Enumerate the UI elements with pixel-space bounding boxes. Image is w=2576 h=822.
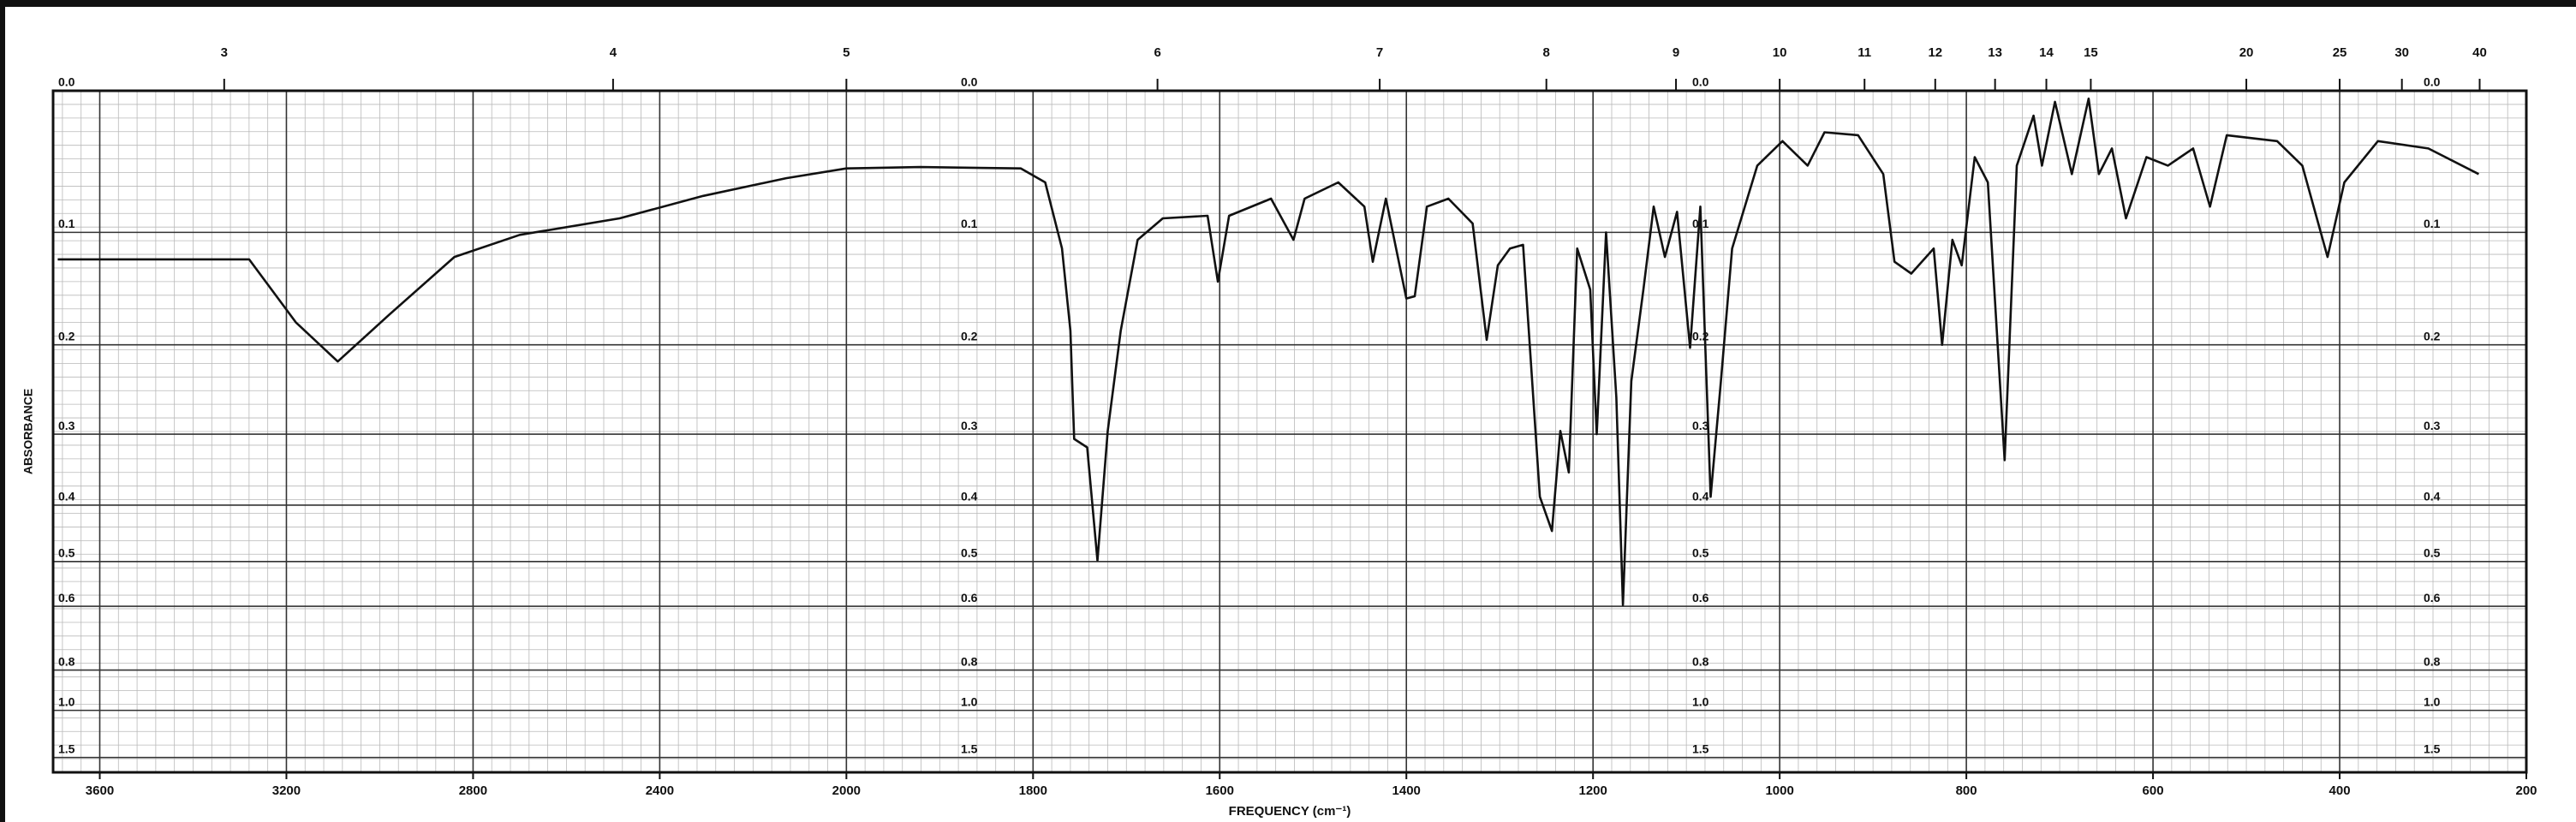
y-tick-label: 0.4 [2424,490,2441,503]
x2-tick-label: 30 [2394,45,2409,60]
x2-tick-label: 13 [1988,45,2002,60]
y-tick-label: 0.3 [961,419,978,432]
x-tick-label: 200 [2515,783,2537,798]
spectrum-line [57,97,2479,606]
y-tick-label: 1.0 [1692,694,1709,708]
y-tick-label: 1.0 [58,694,75,708]
x2-tick-label: 40 [2472,45,2487,60]
x-axis-label: FREQUENCY (cm⁻¹) [1229,804,1351,819]
plot-frame [51,89,2528,774]
y-tick-label: 1.0 [2424,694,2441,708]
left-border [0,0,5,822]
y-tick-label: 0.2 [58,329,75,342]
y-tick-label: 0.8 [961,654,978,668]
y-tick-label: 1.0 [961,694,978,708]
x2-tick-label: 20 [2239,45,2254,60]
x-tick-label: 1600 [1206,783,1234,798]
y-tick-label: 0.4 [58,490,75,503]
x-tick-label: 2000 [832,783,861,798]
x-tick-label: 800 [1956,783,1977,798]
x-tick-label: 2400 [646,783,674,798]
y-tick-label: 0.2 [2424,329,2441,342]
y-tick-label: 0.6 [1692,591,1709,605]
y-tick-label: 0.2 [1692,329,1709,342]
x2-tick-label: 8 [1543,45,1550,60]
y-tick-label: 0.1 [2424,217,2441,230]
y-tick-label: 1.5 [58,742,75,755]
y-tick-label: 0.8 [58,654,75,668]
x2-tick-label: 5 [843,45,850,60]
y-tick-label: 0.0 [58,75,75,89]
y-tick-label: 0.8 [2424,654,2441,668]
y-tick-label: 0.2 [961,329,978,342]
x-tick-label: 1400 [1392,783,1421,798]
x-tick-label: 1000 [1765,783,1793,798]
x2-tick-label: 3 [221,45,228,60]
x2-tick-label: 6 [1154,45,1160,60]
y-tick-label: 0.1 [58,217,75,230]
y-tick-label: 0.0 [961,75,978,89]
y-tick-label: 0.6 [961,591,978,605]
y-tick-label: 0.8 [1692,654,1709,668]
y-tick-label: 1.5 [961,742,978,755]
y-tick-label: 0.5 [1692,545,1709,559]
x2-tick-label: 7 [1376,45,1383,60]
y-tick-label: 0.4 [1692,490,1709,503]
x-tick-label: 2800 [459,783,487,798]
y-tick-label: 1.5 [2424,742,2441,755]
x-tick-label: 1800 [1019,783,1047,798]
y-tick-label: 0.3 [58,419,75,432]
x2-tick-label: 4 [610,45,617,60]
x2-tick-label: 10 [1773,45,1787,60]
y-tick-label: 0.4 [961,490,978,503]
x-tick-label: 400 [2329,783,2351,798]
x-tick-label: 600 [2143,783,2164,798]
top-border [0,0,2576,7]
y-tick-label: 0.1 [961,217,978,230]
x2-tick-label: 9 [1673,45,1679,60]
y-axis-label: ABSORBANCE [21,389,35,474]
x-tick-label: 3600 [86,783,114,798]
x2-tick-label: 15 [2084,45,2098,60]
x2-tick-label: 11 [1857,45,1871,60]
x2-tick-label: 25 [2333,45,2347,60]
y-tick-label: 0.6 [2424,591,2441,605]
y-tick-label: 0.5 [58,545,75,559]
y-tick-label: 0.5 [961,545,978,559]
y-tick-label: 1.5 [1692,742,1709,755]
y-tick-label: 0.5 [2424,545,2441,559]
y-tick-label: 0.3 [1692,419,1709,432]
x-tick-label: 1200 [1579,783,1607,798]
x-tick-label: 3200 [272,783,301,798]
x2-tick-label: 14 [2039,45,2054,60]
y-tick-label: 0.0 [1692,75,1709,89]
y-tick-label: 0.6 [58,591,75,605]
y-tick-label: 0.0 [2424,75,2441,89]
y-tick-label: 0.3 [2424,419,2441,432]
x2-tick-label: 12 [1928,45,1942,60]
